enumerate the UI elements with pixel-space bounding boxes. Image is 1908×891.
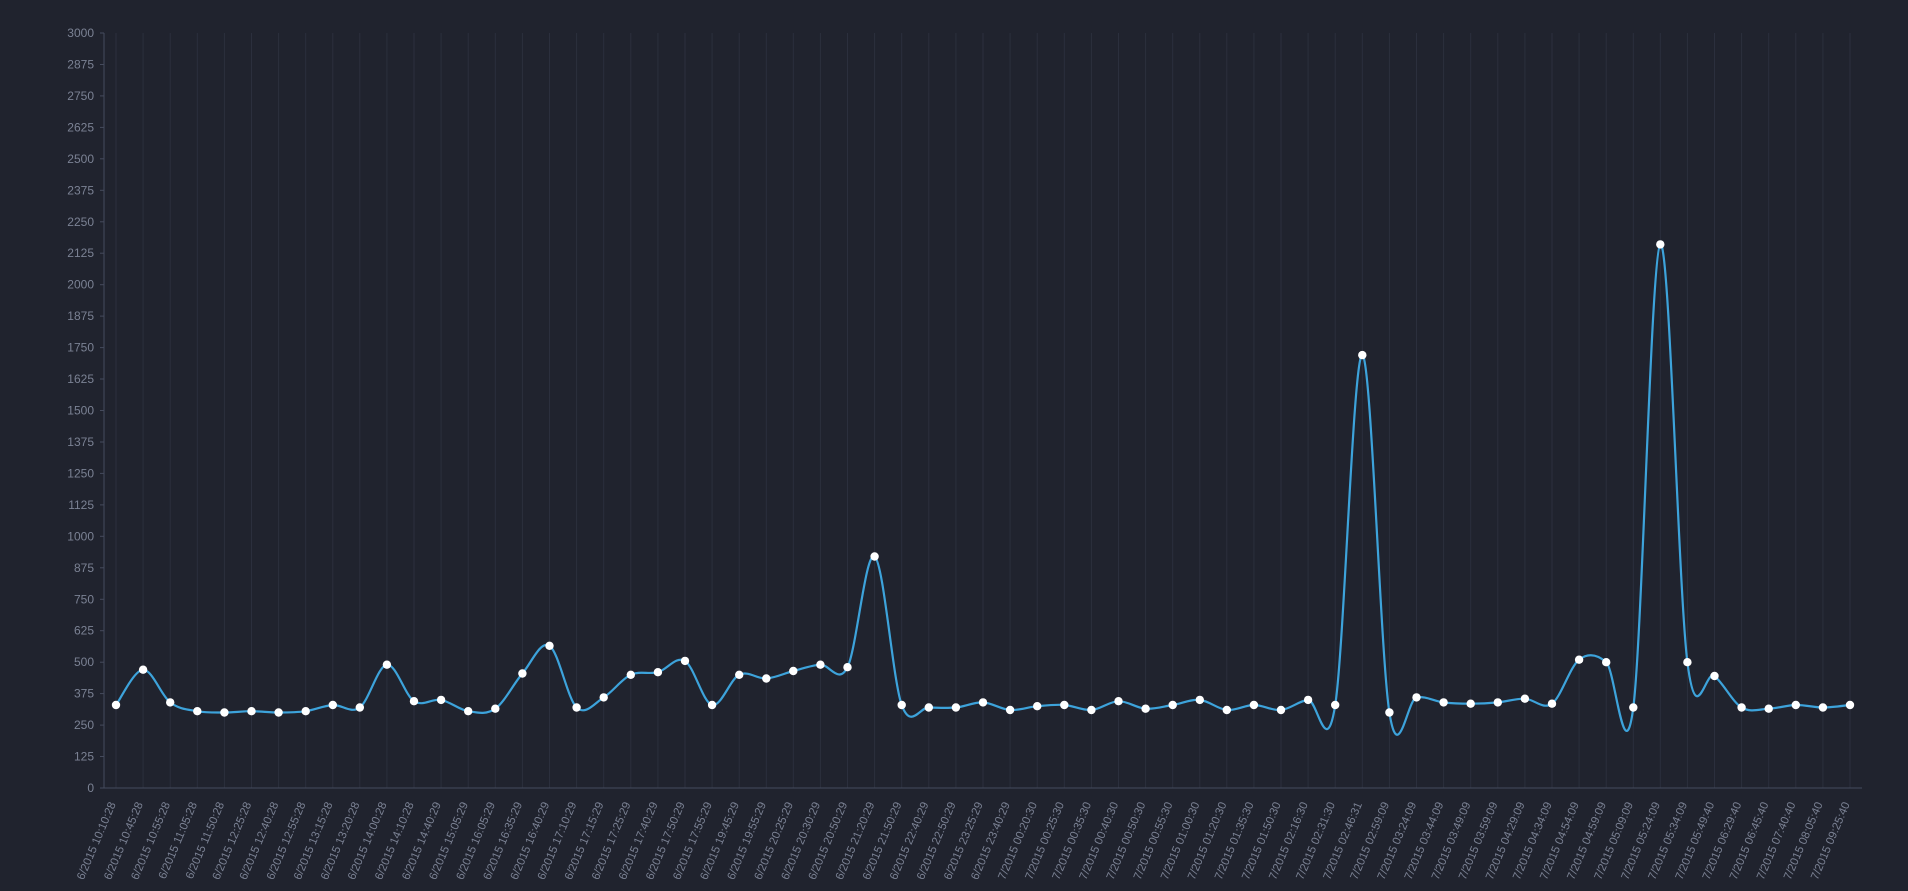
y-tick-label: 2500 — [67, 152, 94, 166]
y-tick-label: 250 — [74, 718, 94, 732]
y-tick-label: 2125 — [67, 246, 94, 260]
data-point-marker[interactable] — [1439, 698, 1448, 707]
data-point-marker[interactable] — [789, 666, 798, 676]
data-point-marker[interactable] — [1060, 700, 1069, 710]
data-point-marker[interactable] — [1276, 705, 1286, 715]
data-point-marker[interactable] — [1114, 697, 1123, 706]
y-tick-label: 125 — [74, 750, 94, 764]
data-point-marker[interactable] — [1222, 705, 1232, 715]
data-point-marker[interactable] — [1656, 240, 1665, 249]
data-point-marker[interactable] — [707, 700, 717, 710]
data-point-marker[interactable] — [1710, 671, 1719, 681]
x-axis-labels: 6/2015 10:10:286/2015 10:45:286/2015 10:… — [75, 800, 1853, 881]
data-point-marker[interactable] — [1412, 693, 1421, 702]
data-point-marker[interactable] — [138, 665, 148, 674]
y-tick-label: 375 — [74, 687, 94, 701]
data-point-marker[interactable] — [111, 700, 121, 710]
y-tick-label: 1000 — [67, 529, 94, 543]
data-point-marker[interactable] — [599, 693, 608, 702]
y-tick-label: 875 — [74, 561, 94, 575]
data-point-marker[interactable] — [1791, 700, 1801, 710]
data-point-marker[interactable] — [1168, 700, 1177, 710]
data-point-marker[interactable] — [1520, 694, 1530, 703]
y-tick-label: 2750 — [67, 89, 94, 103]
y-tick-label: 1875 — [67, 309, 94, 323]
y-tick-label: 750 — [74, 592, 94, 606]
data-point-marker[interactable] — [897, 700, 906, 710]
data-point-marker[interactable] — [1845, 700, 1855, 710]
data-point-marker[interactable] — [464, 707, 473, 716]
data-point-marker[interactable] — [328, 700, 337, 710]
data-point-marker[interactable] — [1195, 695, 1205, 705]
data-point-marker[interactable] — [1818, 703, 1828, 712]
y-tick-label: 1125 — [68, 498, 94, 512]
data-point-marker[interactable] — [1249, 700, 1259, 710]
y-tick-label: 2250 — [67, 215, 94, 229]
y-tick-label: 1500 — [67, 404, 94, 418]
data-point-marker[interactable] — [1005, 705, 1015, 715]
data-point-marker[interactable] — [1629, 703, 1638, 712]
data-point-marker[interactable] — [1466, 699, 1475, 708]
data-point-marker[interactable] — [1331, 700, 1340, 710]
y-tick-label: 0 — [87, 781, 94, 795]
data-point-marker[interactable] — [951, 703, 961, 712]
y-tick-label: 1250 — [67, 466, 94, 480]
data-point-marker[interactable] — [1087, 705, 1096, 715]
y-tick-label: 1625 — [67, 372, 94, 386]
data-point-marker[interactable] — [220, 708, 229, 717]
data-point-marker[interactable] — [274, 708, 283, 717]
data-point-markers — [111, 240, 1855, 717]
data-point-marker[interactable] — [924, 703, 933, 712]
data-point-marker[interactable] — [762, 674, 771, 683]
data-point-marker[interactable] — [1737, 703, 1746, 712]
data-point-marker[interactable] — [735, 670, 744, 679]
y-tick-label: 500 — [74, 655, 94, 669]
y-axis-labels: 0 125 250 375 500 625 750 875 1000 1125 1250 1375 15… — [67, 26, 104, 795]
gridlines — [115, 33, 1851, 788]
data-point-marker[interactable] — [680, 656, 690, 666]
y-tick-label: 1375 — [67, 435, 94, 449]
data-point-marker[interactable] — [166, 698, 175, 707]
data-point-marker[interactable] — [978, 698, 988, 707]
data-point-marker[interactable] — [382, 660, 392, 669]
data-point-marker[interactable] — [1683, 658, 1692, 667]
data-point-marker[interactable] — [1547, 699, 1557, 708]
data-point-marker[interactable] — [355, 703, 364, 712]
data-point-marker[interactable] — [816, 660, 825, 669]
y-tick-label: 2625 — [67, 120, 94, 134]
data-point-marker[interactable] — [870, 552, 879, 561]
data-point-marker[interactable] — [491, 704, 500, 713]
data-point-marker[interactable] — [193, 707, 202, 716]
data-point-marker[interactable] — [1493, 698, 1503, 707]
data-point-marker[interactable] — [518, 669, 527, 678]
data-point-marker[interactable] — [1385, 708, 1394, 717]
y-tick-label: 2000 — [67, 278, 94, 292]
data-point-marker[interactable] — [626, 670, 635, 679]
data-point-marker[interactable] — [247, 707, 256, 716]
y-tick-label: 3000 — [67, 26, 94, 40]
data-point-marker[interactable] — [1764, 704, 1773, 713]
data-point-marker[interactable] — [1303, 695, 1313, 705]
data-point-marker[interactable] — [572, 703, 581, 712]
y-tick-label: 2875 — [67, 58, 94, 72]
data-point-marker[interactable] — [409, 697, 419, 706]
data-point-marker[interactable] — [436, 695, 446, 705]
data-point-marker[interactable] — [1358, 350, 1367, 360]
data-point-marker[interactable] — [301, 707, 310, 716]
data-point-marker[interactable] — [1602, 658, 1611, 667]
data-point-marker[interactable] — [1574, 655, 1584, 664]
data-point-marker[interactable] — [653, 668, 663, 677]
data-point-marker[interactable] — [1033, 702, 1042, 711]
y-tick-label: 2375 — [67, 183, 94, 197]
y-tick-label: 1750 — [67, 341, 94, 355]
data-point-marker[interactable] — [843, 663, 852, 672]
y-tick-label: 625 — [74, 624, 94, 638]
data-point-marker[interactable] — [545, 641, 554, 650]
data-point-marker[interactable] — [1141, 704, 1150, 713]
